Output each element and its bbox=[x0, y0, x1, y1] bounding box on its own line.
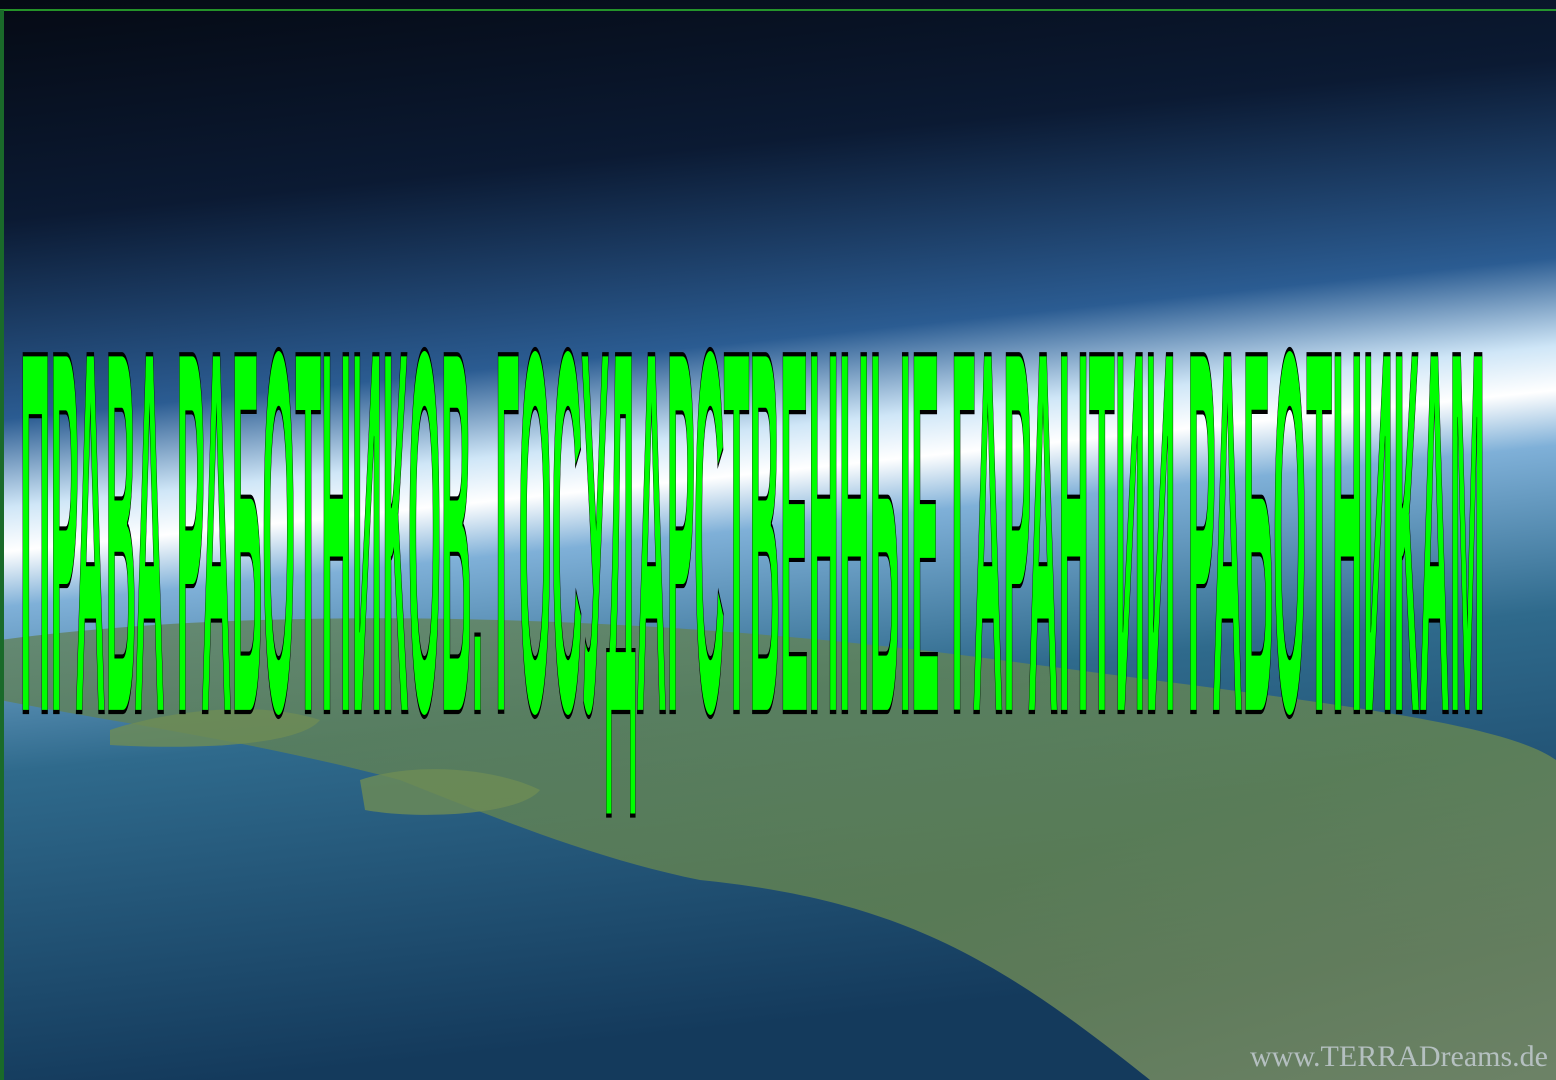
title-group: ПРАВА РАБОТНИКОВ. ГОСУДАРСТВЕННЫЕ ГАРАНТ… bbox=[19, 242, 1486, 824]
island bbox=[110, 709, 320, 747]
watermark: www.TERRADreams.de bbox=[1250, 1040, 1548, 1073]
left-rule bbox=[0, 10, 4, 1080]
slide-title: ПРАВА РАБОТНИКОВ. ГОСУДАРСТВЕННЫЕ ГАРАНТ… bbox=[20, 243, 1485, 824]
land bbox=[0, 618, 1556, 1080]
island bbox=[360, 769, 540, 815]
